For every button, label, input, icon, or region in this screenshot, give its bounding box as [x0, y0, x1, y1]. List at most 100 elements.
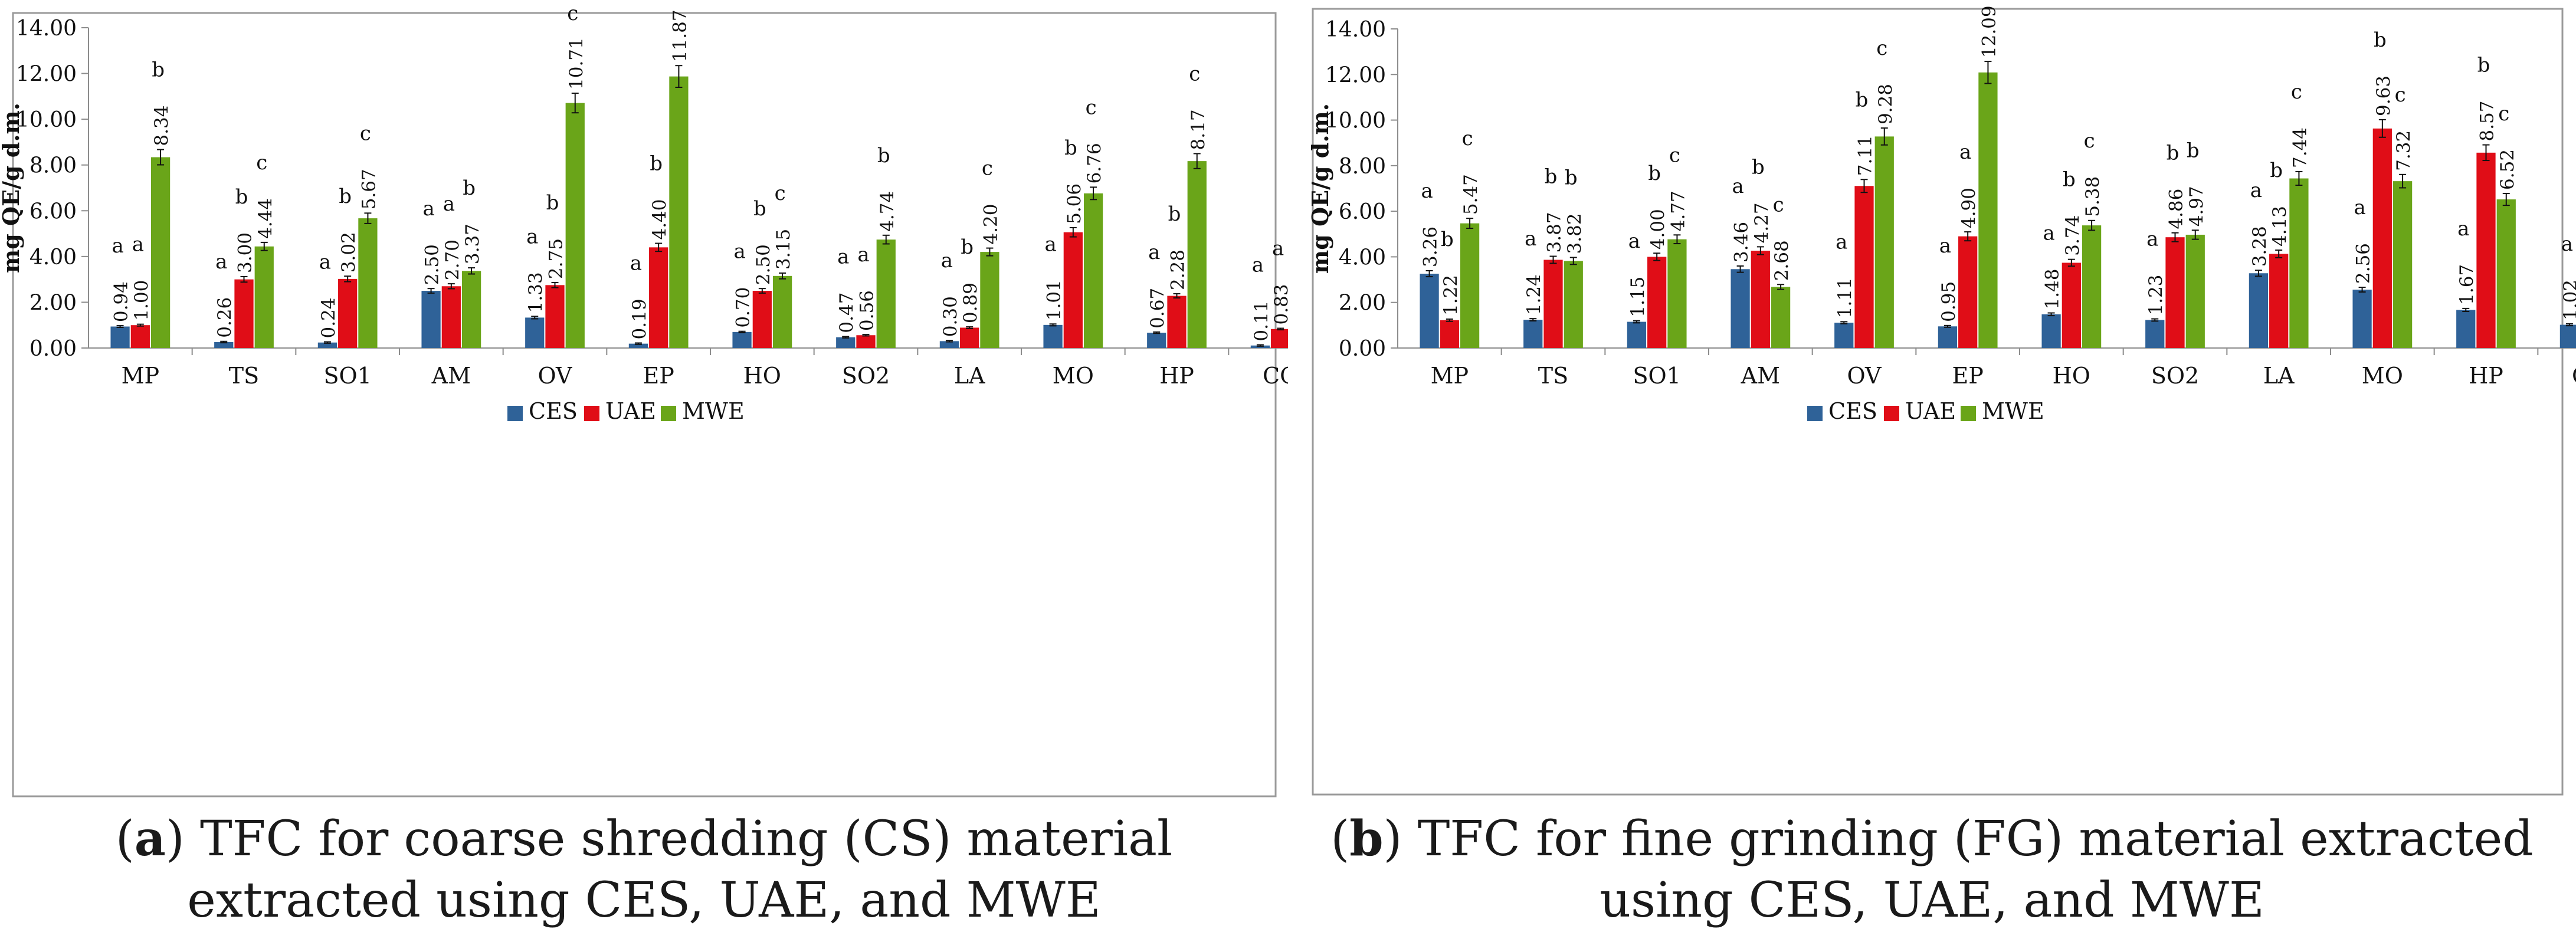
significance-letter: a: [1421, 179, 1433, 203]
bar-mwe: [2082, 225, 2102, 348]
significance-letter: c: [982, 157, 993, 180]
data-label: 2.68: [1771, 240, 1792, 281]
significance-letter: b: [1441, 228, 1454, 251]
chart-a: 0.00 2.00 4.00 6.00 8.00 10.00 12.00 14.00 mg QE…: [0, 2, 1288, 797]
data-label: 3.74: [2062, 215, 2083, 256]
significance-letter: a: [215, 250, 227, 274]
y-tick-label: 4.00: [30, 245, 77, 270]
significance-letter: c: [360, 122, 371, 145]
y-tick-label: 0.00: [1339, 337, 1386, 361]
significance-letter: a: [2354, 196, 2365, 219]
significance-letter: a: [2146, 228, 2158, 251]
bar-uae: [2476, 152, 2496, 348]
bar-ces: [2559, 324, 2576, 348]
data-label: 4.44: [255, 198, 276, 239]
data-label: 1.01: [1044, 280, 1065, 320]
data-label: 0.70: [733, 287, 754, 328]
data-label: 0.89: [960, 283, 981, 323]
bar-uae: [2165, 237, 2185, 348]
bar-uae: [2269, 254, 2289, 348]
significance-letter: c: [1773, 193, 1784, 216]
significance-letter: a: [2457, 217, 2469, 241]
data-label: 0.26: [214, 297, 235, 338]
bar-mwe: [565, 103, 585, 349]
bar-ces: [2352, 290, 2372, 348]
significance-letter: a: [1939, 234, 1951, 258]
bar-uae: [234, 279, 254, 348]
chart-frame: [12, 12, 1277, 797]
bar-ces: [2145, 320, 2165, 348]
caption-label-a: a: [134, 810, 166, 867]
significance-letter: c: [1669, 143, 1680, 167]
data-label: 4.97: [2186, 186, 2207, 227]
legend-swatch-ces: [507, 406, 523, 421]
data-label: 1.15: [1627, 277, 1648, 317]
bar-ces: [2456, 310, 2476, 348]
x-tick-label: LA: [954, 363, 985, 389]
bar-ces: [836, 337, 856, 348]
data-label: 3.02: [338, 232, 359, 273]
data-label: 7.11: [1855, 135, 1876, 176]
data-label: 0.67: [1147, 288, 1168, 329]
data-label: 4.74: [877, 191, 898, 232]
bar-mwe: [1564, 261, 1583, 348]
significance-letter: a: [733, 240, 745, 264]
legend-label-mwe: MWE: [1982, 398, 2044, 424]
significance-letter: a: [1959, 140, 1971, 164]
bar-ces: [317, 342, 337, 348]
y-tick-label: 14.00: [16, 17, 77, 41]
bar-mwe: [1978, 72, 1998, 348]
data-label: 7.32: [2393, 130, 2414, 171]
x-tick-label: HP: [2469, 363, 2503, 389]
significance-letter: b: [339, 185, 352, 208]
data-label: 12.09: [1978, 5, 2000, 58]
legend-swatch-ces: [1807, 406, 1823, 421]
bar-uae: [1647, 257, 1667, 348]
bar-ces: [1627, 321, 1647, 348]
bar-ces: [1834, 323, 1854, 348]
bar-uae: [856, 335, 876, 348]
data-label: 8.34: [151, 106, 172, 146]
data-label: 2.70: [442, 239, 463, 280]
significance-letter: c: [1189, 62, 1200, 86]
bar-ces: [2249, 273, 2269, 348]
data-label: 3.00: [235, 232, 256, 273]
significance-letter: c: [775, 182, 786, 205]
significance-letter: a: [941, 249, 953, 273]
bar-uae: [1751, 250, 1770, 348]
legend-label-uae: UAE: [1905, 398, 1956, 424]
bar-mwe: [2289, 178, 2309, 348]
data-label: 4.13: [2269, 206, 2290, 247]
y-axis-label: mg QE/g d.m.: [1307, 103, 1333, 274]
bar-ces: [732, 331, 752, 348]
significance-letter: c: [567, 2, 578, 25]
x-tick-label: MP: [122, 363, 159, 389]
significance-letter: b: [1752, 155, 1765, 179]
data-label: 9.28: [1875, 84, 1896, 124]
y-tick-label: 6.00: [1339, 200, 1386, 224]
y-tick-label: 6.00: [30, 199, 77, 224]
bar-mwe: [2393, 181, 2413, 348]
y-tick-label: 2.00: [30, 291, 77, 315]
bar-uae: [1167, 296, 1187, 348]
y-tick-label: 14.00: [1325, 18, 1386, 42]
x-tick-label: MO: [2362, 363, 2403, 389]
y-tick-label: 12.00: [1325, 63, 1386, 87]
bar-uae: [2062, 262, 2081, 348]
bar-mwe: [1083, 193, 1103, 348]
significance-letter: b: [753, 197, 766, 221]
x-tick-label: HO: [743, 363, 781, 389]
legend-label-ces: CES: [529, 398, 578, 424]
data-label: 1.11: [1834, 277, 1856, 318]
y-tick-label: 8.00: [1339, 155, 1386, 179]
y-tick-label: 8.00: [30, 154, 77, 178]
legend-swatch-mwe: [661, 406, 676, 421]
bar-mwe: [1874, 136, 1894, 348]
significance-letter: c: [2084, 129, 2095, 153]
legend-swatch-uae: [584, 406, 599, 421]
significance-letter: b: [650, 152, 663, 176]
data-label: 5.06: [1064, 183, 1085, 224]
data-label: 4.90: [1958, 188, 1979, 228]
legend-swatch-mwe: [1961, 406, 1976, 421]
data-label: 2.50: [753, 244, 774, 285]
